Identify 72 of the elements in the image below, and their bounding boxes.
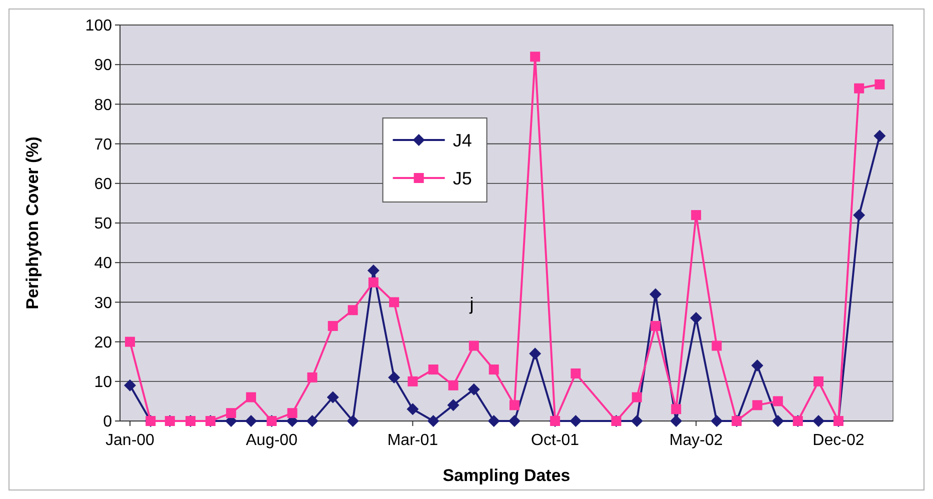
point — [306, 415, 318, 427]
point — [509, 400, 520, 410]
point — [813, 376, 824, 386]
x-tick-label: Aug-00 — [246, 432, 298, 449]
y-tick-label: 30 — [94, 294, 112, 312]
point — [124, 336, 135, 347]
point — [448, 380, 458, 390]
point — [874, 79, 885, 90]
point — [246, 392, 256, 402]
point — [772, 415, 784, 427]
y-tick-label: 20 — [94, 334, 112, 352]
point — [468, 383, 480, 396]
point — [570, 368, 581, 378]
point — [226, 408, 236, 418]
point — [406, 403, 419, 416]
point — [690, 312, 702, 324]
point — [812, 415, 824, 427]
point — [853, 209, 866, 222]
point — [124, 379, 136, 392]
point — [530, 52, 540, 62]
point — [488, 364, 499, 375]
x-tick-label: Mar-01 — [387, 432, 438, 449]
point — [772, 396, 783, 406]
y-tick-label: 50 — [94, 216, 112, 233]
point — [710, 415, 723, 427]
x-axis-title: Sampling Dates — [442, 466, 570, 485]
y-tick-label: 100 — [85, 18, 112, 35]
y-tick-label: 60 — [94, 176, 112, 193]
y-tick-label: 70 — [94, 136, 112, 154]
x-tick-label: May-02 — [669, 432, 723, 449]
point — [650, 288, 662, 300]
point — [671, 404, 682, 414]
legend-label: J4 — [452, 130, 472, 150]
point — [307, 372, 318, 382]
y-tick-label: 90 — [94, 57, 112, 74]
point — [751, 360, 764, 372]
x-tick-label: Dec-02 — [812, 432, 864, 449]
point — [570, 415, 582, 427]
point — [389, 297, 400, 308]
point — [691, 210, 702, 220]
point — [348, 305, 358, 316]
y-tick-label: 40 — [94, 255, 112, 272]
point — [447, 399, 460, 412]
y-tick-label: 0 — [103, 414, 112, 431]
point — [632, 392, 642, 402]
point — [428, 364, 438, 375]
legend-label: J5 — [452, 168, 472, 188]
point — [287, 408, 298, 418]
point — [874, 130, 886, 142]
point — [670, 415, 682, 427]
y-tick-label: 80 — [94, 96, 112, 114]
point — [346, 415, 359, 427]
y-axis-title: Periphyton Cover (%) — [23, 136, 42, 310]
point — [488, 415, 500, 427]
point — [752, 400, 762, 410]
point — [328, 320, 338, 331]
x-tick-label: Jan-00 — [106, 432, 155, 449]
point — [408, 376, 418, 386]
y-tick-label: 10 — [94, 374, 112, 391]
point — [388, 371, 400, 384]
point — [650, 320, 661, 331]
point — [245, 415, 258, 427]
point — [326, 391, 339, 404]
point — [508, 415, 520, 427]
point — [468, 340, 479, 351]
point — [529, 348, 542, 360]
point — [630, 415, 643, 427]
point — [712, 340, 722, 351]
point — [854, 83, 864, 94]
point — [427, 415, 440, 427]
x-tick-label: Oct-01 — [531, 432, 580, 449]
point — [368, 277, 378, 288]
